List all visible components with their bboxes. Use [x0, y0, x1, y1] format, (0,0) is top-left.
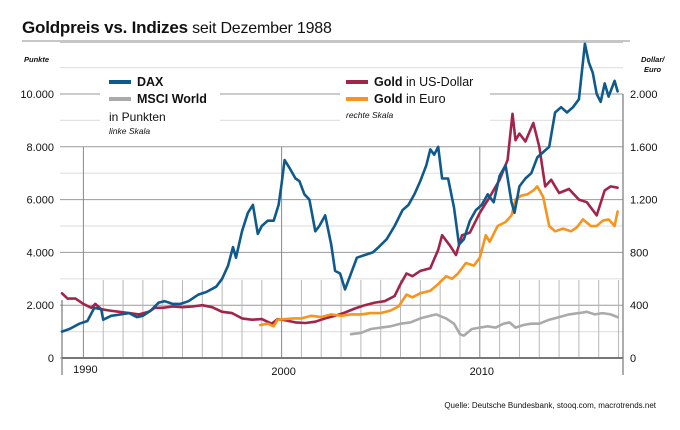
legend-label-dax: DAX [137, 75, 164, 89]
x-tick-label: 1990 [73, 364, 97, 376]
tick-labels: 0 2.000 4.000 6.000 8.000 10.000 0 400 800 1.200 1… [20, 89, 657, 378]
legend-label-gold-usd: Gold in US-Dollar [374, 75, 473, 89]
legend-label-gold-usd-rest: in US-Dollar [402, 75, 473, 89]
y-tick-left-label: 4.000 [26, 247, 54, 259]
y-tick-right-label: 1.600 [630, 142, 658, 154]
source-note: Quelle: Deutsche Bundesbank, stooq.com, … [444, 401, 656, 410]
legend-swatch-dax [109, 80, 131, 84]
legend-scale-left: linke Skala [109, 126, 150, 136]
legend-label-gold-eur-rest: in Euro [402, 92, 445, 106]
legend-swatch-gold-eur [346, 97, 368, 101]
series-dax [60, 42, 619, 333]
y-tick-left-label: 8.000 [26, 142, 54, 154]
legend-left: DAX MSCI World in Punkten linke Skala [109, 75, 207, 136]
y-tick-left-label: 0 [48, 353, 54, 365]
chart-title-bold: Goldpreis vs. Indizes [22, 18, 188, 37]
series-gold_eur [258, 185, 619, 328]
legend-swatch-msci [109, 97, 131, 101]
axes [61, 94, 624, 375]
y-tick-right-label: 1.200 [630, 195, 658, 207]
legend-label-gold-usd-bold: Gold [374, 75, 402, 89]
legend-unit-left: in Punkten [109, 110, 166, 124]
y-tick-left-label: 6.000 [26, 195, 54, 207]
y-axis-left-title: Punkte [24, 55, 49, 64]
series-lines [60, 42, 619, 337]
series-gold_usd [60, 112, 619, 326]
chart-title-subtitle: seit Dezember 1988 [187, 20, 332, 37]
y-tick-left-label: 2.000 [26, 300, 54, 312]
chart-title: Goldpreis vs. Indizes seit Dezember 1988 [22, 18, 332, 38]
series-line-gold_usd [60, 112, 619, 326]
x-tick-label: 2010 [470, 366, 494, 378]
legend-label-gold-eur: Gold in Euro [374, 92, 446, 106]
x-tick-label: 2000 [271, 366, 295, 378]
y-tick-right-label: 0 [630, 353, 636, 365]
y-axis-right-title-line2: Euro [644, 65, 662, 74]
y-tick-left-label: 10.000 [20, 89, 54, 101]
y-tick-right-label: 400 [630, 300, 648, 312]
y-tick-right-label: 2.000 [630, 89, 658, 101]
legend-label-msci: MSCI World [137, 92, 207, 106]
series-msci [349, 310, 619, 337]
y-axis-right-title: Dollar/ [641, 55, 665, 64]
legend-right: Gold in US-Dollar Gold in Euro rechte Sk… [346, 75, 473, 120]
legend-swatch-gold-usd [346, 80, 368, 84]
legend-scale-right: rechte Skala [346, 110, 394, 120]
legend-label-gold-eur-bold: Gold [374, 92, 402, 106]
legend-right-bg [340, 70, 490, 122]
y-tick-right-label: 800 [630, 247, 648, 259]
